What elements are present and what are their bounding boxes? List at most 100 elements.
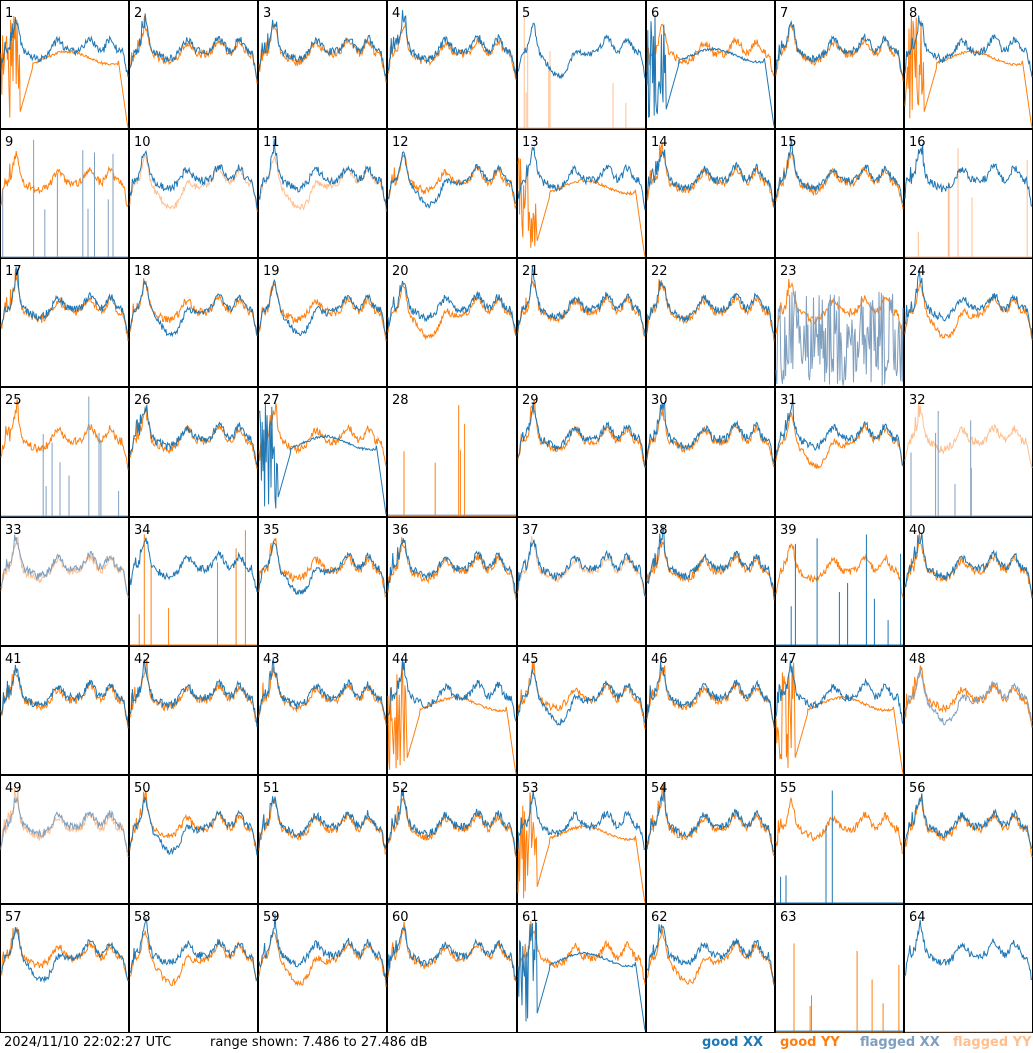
trace-yy-good (517, 157, 646, 257)
trace-xx-good (258, 19, 387, 77)
panel-label: 64 (909, 910, 926, 925)
panel-49: 49 (0, 775, 129, 904)
panel-frame (129, 775, 258, 904)
panel-39: 39 (775, 517, 904, 646)
trace-yy-good (904, 282, 1033, 341)
panel-62: 62 (646, 904, 775, 1033)
panel-label: 58 (134, 910, 151, 925)
panel-47: 47 (775, 646, 904, 775)
trace-xx-good (775, 396, 904, 466)
trace-xx-good (646, 525, 775, 597)
timestamp: 2024/11/10 22:02:27 UTC (4, 1035, 172, 1050)
trace-xx-good (0, 266, 129, 334)
panel-30: 30 (646, 387, 775, 517)
panel-35: 35 (258, 517, 387, 646)
panel-frame (646, 258, 775, 387)
panel-frame (129, 258, 258, 387)
panel-51: 51 (258, 775, 387, 904)
panel-40: 40 (904, 517, 1033, 646)
trace-xx-good (129, 659, 258, 728)
panel-2: 2 (129, 0, 258, 129)
trace-xx-good (387, 538, 517, 596)
trace-xx-good (517, 668, 646, 726)
panel-46: 46 (646, 646, 775, 775)
panel-frame (646, 129, 775, 258)
trace-yy-good (0, 15, 129, 128)
panel-label: 4 (392, 6, 400, 21)
panel-label: 43 (263, 652, 280, 667)
panel-frame (904, 129, 1033, 258)
panel-59: 59 (258, 904, 387, 1033)
trace-yy-good (904, 16, 1033, 128)
panel-label: 52 (392, 781, 409, 796)
panel-label: 14 (651, 135, 668, 150)
panel-label: 53 (522, 781, 539, 796)
panel-frame (129, 904, 258, 1033)
trace-xx-good (129, 13, 258, 80)
panel-22: 22 (646, 258, 775, 387)
trace-yy-good (387, 284, 517, 341)
trace-xx-good (387, 657, 517, 722)
panel-label: 44 (392, 652, 409, 667)
panel-label: 24 (909, 264, 926, 279)
trace-yy-good (388, 405, 516, 517)
panel-frame (646, 775, 775, 904)
panel-frame (904, 775, 1033, 904)
panel-label: 62 (651, 910, 668, 925)
panel-13: 13 (517, 129, 646, 258)
trace-xx-good (517, 266, 646, 336)
trace-yy-good (387, 664, 517, 774)
panel-10: 10 (129, 129, 258, 258)
trace-xx-good (517, 539, 646, 597)
trace-yy-good (130, 530, 257, 646)
panel-frame (0, 904, 129, 1033)
trace-yy-good (646, 665, 775, 729)
panel-60: 60 (387, 904, 517, 1033)
trace-xx-good (387, 151, 517, 209)
panel-label: 56 (909, 781, 926, 796)
panel-frame (0, 258, 129, 387)
panel-27: 27 (258, 387, 387, 517)
panel-23: 23 (775, 258, 904, 387)
panel-9: 9 (0, 129, 129, 258)
trace-xx-good (646, 149, 775, 208)
panel-frame (517, 517, 646, 646)
panel-34: 34 (129, 517, 258, 646)
trace-xx-good (258, 540, 387, 596)
panel-19: 19 (258, 258, 387, 387)
panel-5: 5 (517, 0, 646, 129)
panel-label: 8 (909, 6, 917, 21)
trace-xx-good (646, 14, 775, 127)
trace-yy-good (775, 543, 904, 598)
panel-label: 34 (134, 523, 151, 538)
trace-xx-good (258, 657, 387, 721)
trace-xx-good (258, 278, 387, 337)
panel-7: 7 (775, 0, 904, 129)
panel-frame (258, 646, 387, 775)
panel-frame (517, 258, 646, 387)
panel-frame (0, 387, 129, 517)
panel-21: 21 (517, 258, 646, 387)
panel-frame (387, 258, 517, 387)
panel-15: 15 (775, 129, 904, 258)
panel-52: 52 (387, 775, 517, 904)
panel-label: 2 (134, 6, 142, 21)
panel-label: 17 (5, 264, 22, 279)
panel-frame (775, 904, 904, 1033)
panel-label: 12 (392, 135, 409, 150)
panel-label: 50 (134, 781, 151, 796)
panel-frame (258, 387, 387, 517)
panel-label: 39 (780, 523, 797, 538)
panel-label: 42 (134, 652, 151, 667)
panel-54: 54 (646, 775, 775, 904)
panel-label: 46 (651, 652, 668, 667)
trace-yy-good (387, 153, 517, 210)
panel-16: 16 (904, 129, 1033, 258)
panel-label: 13 (522, 135, 539, 150)
panel-55: 55 (775, 775, 904, 904)
panel-37: 37 (517, 517, 646, 646)
panel-frame (0, 517, 129, 646)
trace-xx-flagged (1, 396, 128, 517)
panel-53: 53 (517, 775, 646, 904)
